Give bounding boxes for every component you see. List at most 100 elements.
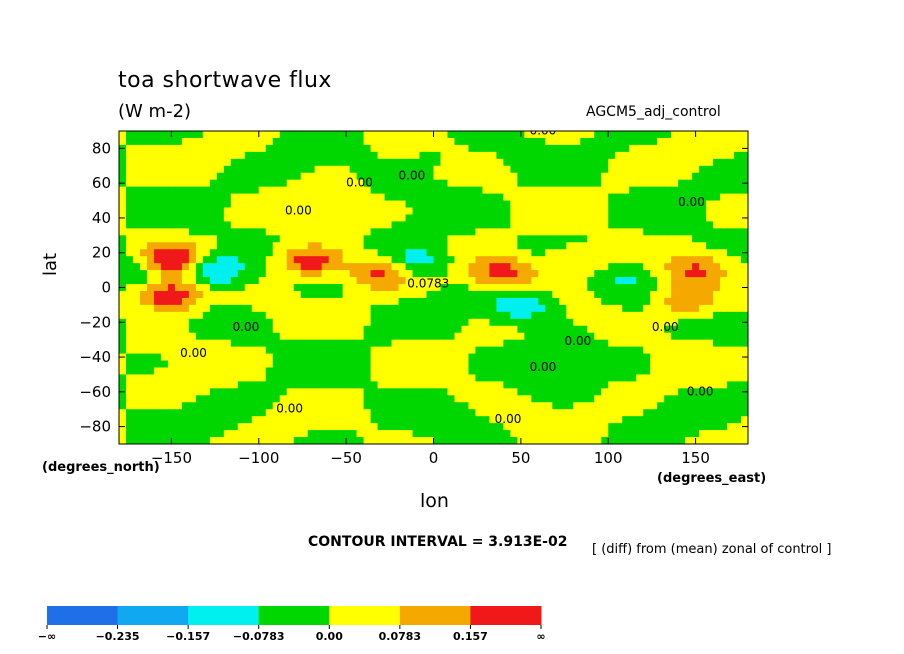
- field-cell: [545, 144, 553, 153]
- field-cell: [496, 186, 504, 195]
- field-cell: [559, 193, 567, 202]
- field-cell: [237, 381, 246, 389]
- field-cell: [622, 200, 630, 209]
- field-cell: [293, 416, 302, 424]
- field-cell: [146, 270, 155, 278]
- field-cell: [524, 409, 532, 417]
- field-cell: [454, 381, 463, 389]
- field-cell: [678, 339, 686, 348]
- field-cell: [139, 402, 148, 410]
- field-cell: [517, 200, 525, 209]
- field-cell: [468, 311, 477, 320]
- field-cell: [195, 165, 204, 174]
- field-cell: [119, 360, 127, 369]
- field-cell: [650, 346, 658, 355]
- field-cell: [461, 374, 470, 382]
- field-cell: [587, 297, 595, 306]
- field-cell: [615, 151, 623, 160]
- field-cell: [363, 304, 372, 313]
- field-cell: [286, 360, 295, 369]
- field-cell: [594, 249, 602, 257]
- field-cell: [314, 304, 323, 313]
- field-cell: [223, 214, 232, 223]
- field-cell: [447, 388, 456, 396]
- field-cell: [636, 311, 644, 320]
- field-cell: [713, 263, 721, 271]
- field-cell: [132, 388, 141, 396]
- field-cell: [468, 179, 477, 188]
- field-cell: [629, 325, 637, 334]
- field-cell: [510, 416, 518, 424]
- field-cell: [328, 416, 337, 424]
- field-cell: [251, 165, 260, 174]
- field-cell: [538, 179, 546, 188]
- field-cell: [622, 353, 630, 362]
- field-cell: [426, 290, 435, 299]
- field-cell: [552, 214, 560, 223]
- field-cell: [440, 318, 449, 327]
- field-cell: [636, 172, 644, 181]
- field-cell: [573, 374, 581, 382]
- field-cell: [398, 179, 407, 188]
- field-cell: [153, 325, 162, 334]
- field-cell: [685, 332, 693, 341]
- field-cell: [153, 346, 162, 355]
- field-cell: [307, 437, 316, 444]
- field-cell: [720, 270, 728, 278]
- field-cell: [573, 353, 581, 362]
- field-cell: [125, 325, 134, 334]
- field-cell: [314, 430, 323, 438]
- field-cell: [174, 249, 183, 257]
- field-cell: [300, 332, 309, 341]
- field-cell: [181, 360, 190, 369]
- field-cell: [342, 367, 351, 376]
- field-cell: [132, 346, 141, 355]
- field-cell: [132, 339, 141, 348]
- field-cell: [265, 437, 274, 444]
- field-cell: [692, 325, 700, 334]
- field-cell: [132, 207, 141, 216]
- field-cell: [720, 395, 728, 403]
- field-cell: [132, 325, 141, 334]
- colorbar-label: 0.157: [453, 630, 488, 643]
- field-cell: [496, 367, 504, 376]
- field-cell: [125, 165, 134, 174]
- field-cell: [573, 409, 581, 417]
- field-cell: [251, 284, 260, 292]
- field-cell: [608, 339, 616, 348]
- field-cell: [699, 437, 707, 444]
- field-cell: [132, 423, 141, 431]
- field-cell: [699, 339, 707, 348]
- field-cell: [181, 430, 190, 438]
- field-cell: [699, 402, 707, 410]
- field-cell: [426, 165, 435, 174]
- field-cell: [524, 297, 532, 306]
- field-cell: [426, 200, 435, 209]
- field-cell: [370, 256, 379, 264]
- field-cell: [342, 381, 351, 389]
- field-cell: [692, 402, 700, 410]
- field-cell: [482, 332, 491, 341]
- field-cell: [125, 339, 134, 348]
- field-cell: [559, 332, 567, 341]
- field-cell: [468, 297, 477, 306]
- field-cell: [503, 311, 511, 320]
- field-cell: [412, 158, 421, 167]
- field-cell: [300, 263, 309, 271]
- field-cell: [545, 311, 553, 320]
- field-cell: [377, 165, 386, 174]
- field-cell: [720, 353, 728, 362]
- field-cell: [440, 151, 449, 160]
- field-cell: [468, 381, 477, 389]
- field-cell: [132, 374, 141, 382]
- field-cell: [433, 304, 442, 313]
- field-cell: [657, 214, 665, 223]
- field-cell: [608, 214, 616, 223]
- field-cell: [489, 249, 497, 257]
- field-cell: [622, 249, 630, 257]
- field-cell: [356, 360, 365, 369]
- field-cell: [538, 235, 546, 243]
- field-cell: [461, 437, 470, 444]
- field-cell: [461, 332, 470, 341]
- field-cell: [643, 311, 651, 320]
